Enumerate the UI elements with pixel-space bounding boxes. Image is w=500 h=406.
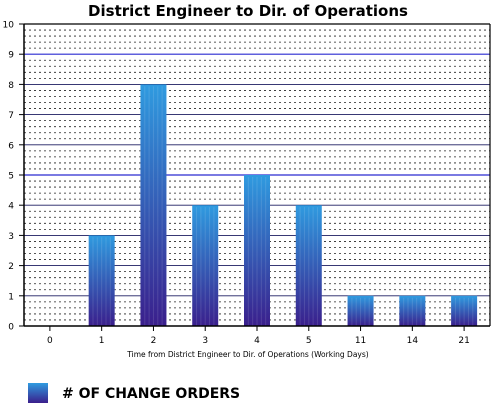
y-tick-label: 4	[8, 202, 14, 212]
x-tick-label: 5	[306, 336, 312, 346]
bar-group	[295, 205, 322, 326]
bar-group	[192, 205, 219, 326]
x-tick-label: 2	[151, 336, 157, 346]
y-tick-label: 9	[8, 51, 14, 61]
bar	[399, 295, 426, 326]
bar	[347, 295, 374, 326]
y-tick-label: 3	[8, 232, 14, 242]
axes	[19, 23, 491, 331]
legend-label: # OF CHANGE ORDERS	[62, 386, 240, 402]
x-tick-label: 11	[355, 336, 366, 346]
x-axis-label: Time from District Engineer to Dir. of O…	[126, 350, 368, 359]
y-tick-label: 0	[8, 323, 14, 333]
bar-group	[88, 235, 115, 326]
y-tick-label: 5	[8, 172, 14, 182]
x-tick-label: 1	[99, 336, 105, 346]
y-tick-label: 2	[8, 262, 14, 272]
bar-group	[451, 295, 478, 326]
bar-group	[244, 175, 270, 326]
x-tick-label: 0	[47, 336, 53, 346]
y-tick-label: 8	[8, 81, 14, 91]
bar	[295, 205, 322, 326]
bar	[88, 235, 115, 326]
x-tick-labels: 0 1 2 3 4 5 11 14 21	[47, 336, 470, 346]
x-tick-label: 4	[254, 336, 260, 346]
bar	[140, 84, 167, 327]
bar-group	[399, 295, 426, 326]
x-tick-label: 3	[202, 336, 208, 346]
legend-swatch	[28, 383, 48, 403]
y-tick-label: 1	[8, 292, 14, 302]
y-tick-label: 6	[8, 141, 14, 151]
bar	[244, 175, 270, 326]
chart-title: District Engineer to Dir. of Operations	[88, 2, 408, 20]
bar	[451, 295, 478, 326]
y-tick-label: 7	[8, 111, 14, 121]
y-tick-labels: 0 1 2 3 4 5 6 7 8 9 10	[3, 21, 15, 333]
bar	[192, 205, 219, 326]
x-tick-label: 21	[458, 336, 469, 346]
y-tick-label: 10	[3, 21, 15, 31]
bars	[88, 84, 478, 327]
x-tick-label: 14	[407, 336, 419, 346]
bar-group	[347, 295, 374, 326]
bar-group	[140, 84, 167, 327]
